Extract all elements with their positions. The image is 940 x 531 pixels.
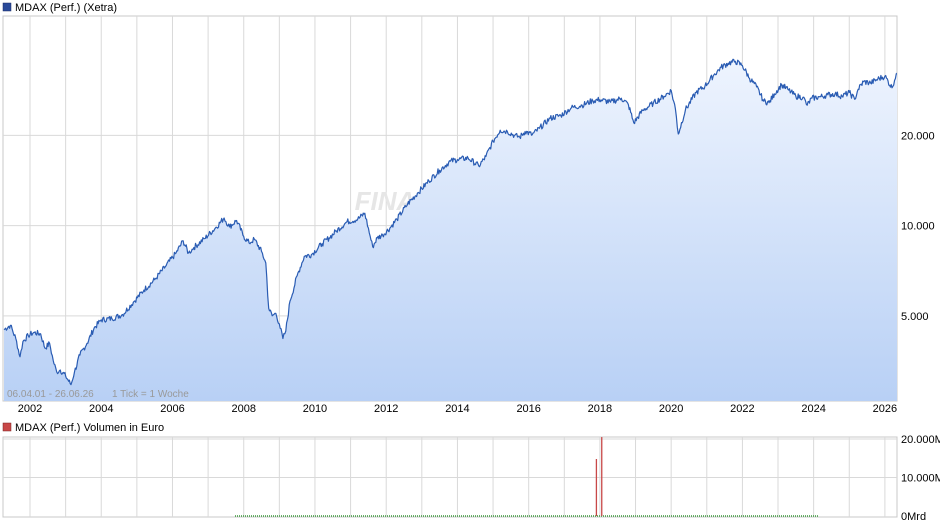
- volume-grid: [3, 437, 897, 517]
- price-area-fill: [4, 59, 897, 401]
- date-range-label: 06.04.01 - 26.06.26: [7, 389, 94, 400]
- price-x-axis: 2002 2004 2006 2008 2010 2012 2014 2016 2018 2020…: [18, 403, 897, 415]
- y-tick-label: 20.000: [901, 130, 935, 142]
- volume-bar: [595, 459, 598, 516]
- x-tick-label: 2026: [873, 403, 897, 415]
- tick-interval-label: 1 Tick = 1 Woche: [112, 389, 189, 400]
- volume-chart-title: MDAX (Perf.) Volumen in Euro: [15, 422, 164, 434]
- x-tick-label: 2024: [801, 403, 825, 415]
- x-tick-label: 2010: [303, 403, 327, 415]
- y-tick-label: 5.000: [901, 311, 929, 323]
- y-tick-label: 10.000: [901, 221, 935, 233]
- x-tick-label: 2006: [160, 403, 184, 415]
- x-tick-label: 2018: [588, 403, 612, 415]
- volume-legend-swatch: [2, 422, 12, 432]
- price-line: [3, 58, 897, 386]
- x-tick-label: 2012: [374, 403, 398, 415]
- volume-y-tick-label: 0Mrd: [901, 511, 926, 523]
- volume-y-tick-label: 20.000M: [901, 434, 940, 446]
- x-tick-label: 2014: [445, 403, 469, 415]
- price-chart-title: MDAX (Perf.) (Xetra): [15, 2, 117, 14]
- price-y-axis: 5.000 10.000 20.000: [901, 130, 935, 323]
- volume-bars: [595, 437, 603, 516]
- price-legend-swatch: [2, 2, 12, 12]
- x-tick-label: 2008: [231, 403, 255, 415]
- x-tick-label: 2002: [18, 403, 42, 415]
- x-tick-label: 2020: [659, 403, 683, 415]
- x-tick-label: 2004: [89, 403, 113, 415]
- volume-bar: [601, 437, 603, 516]
- volume-y-tick-label: 10.000M: [901, 473, 940, 485]
- x-tick-label: 2016: [516, 403, 540, 415]
- x-tick-label: 2022: [730, 403, 754, 415]
- volume-y-axis: 0Mrd 10.000M 20.000M: [901, 434, 940, 523]
